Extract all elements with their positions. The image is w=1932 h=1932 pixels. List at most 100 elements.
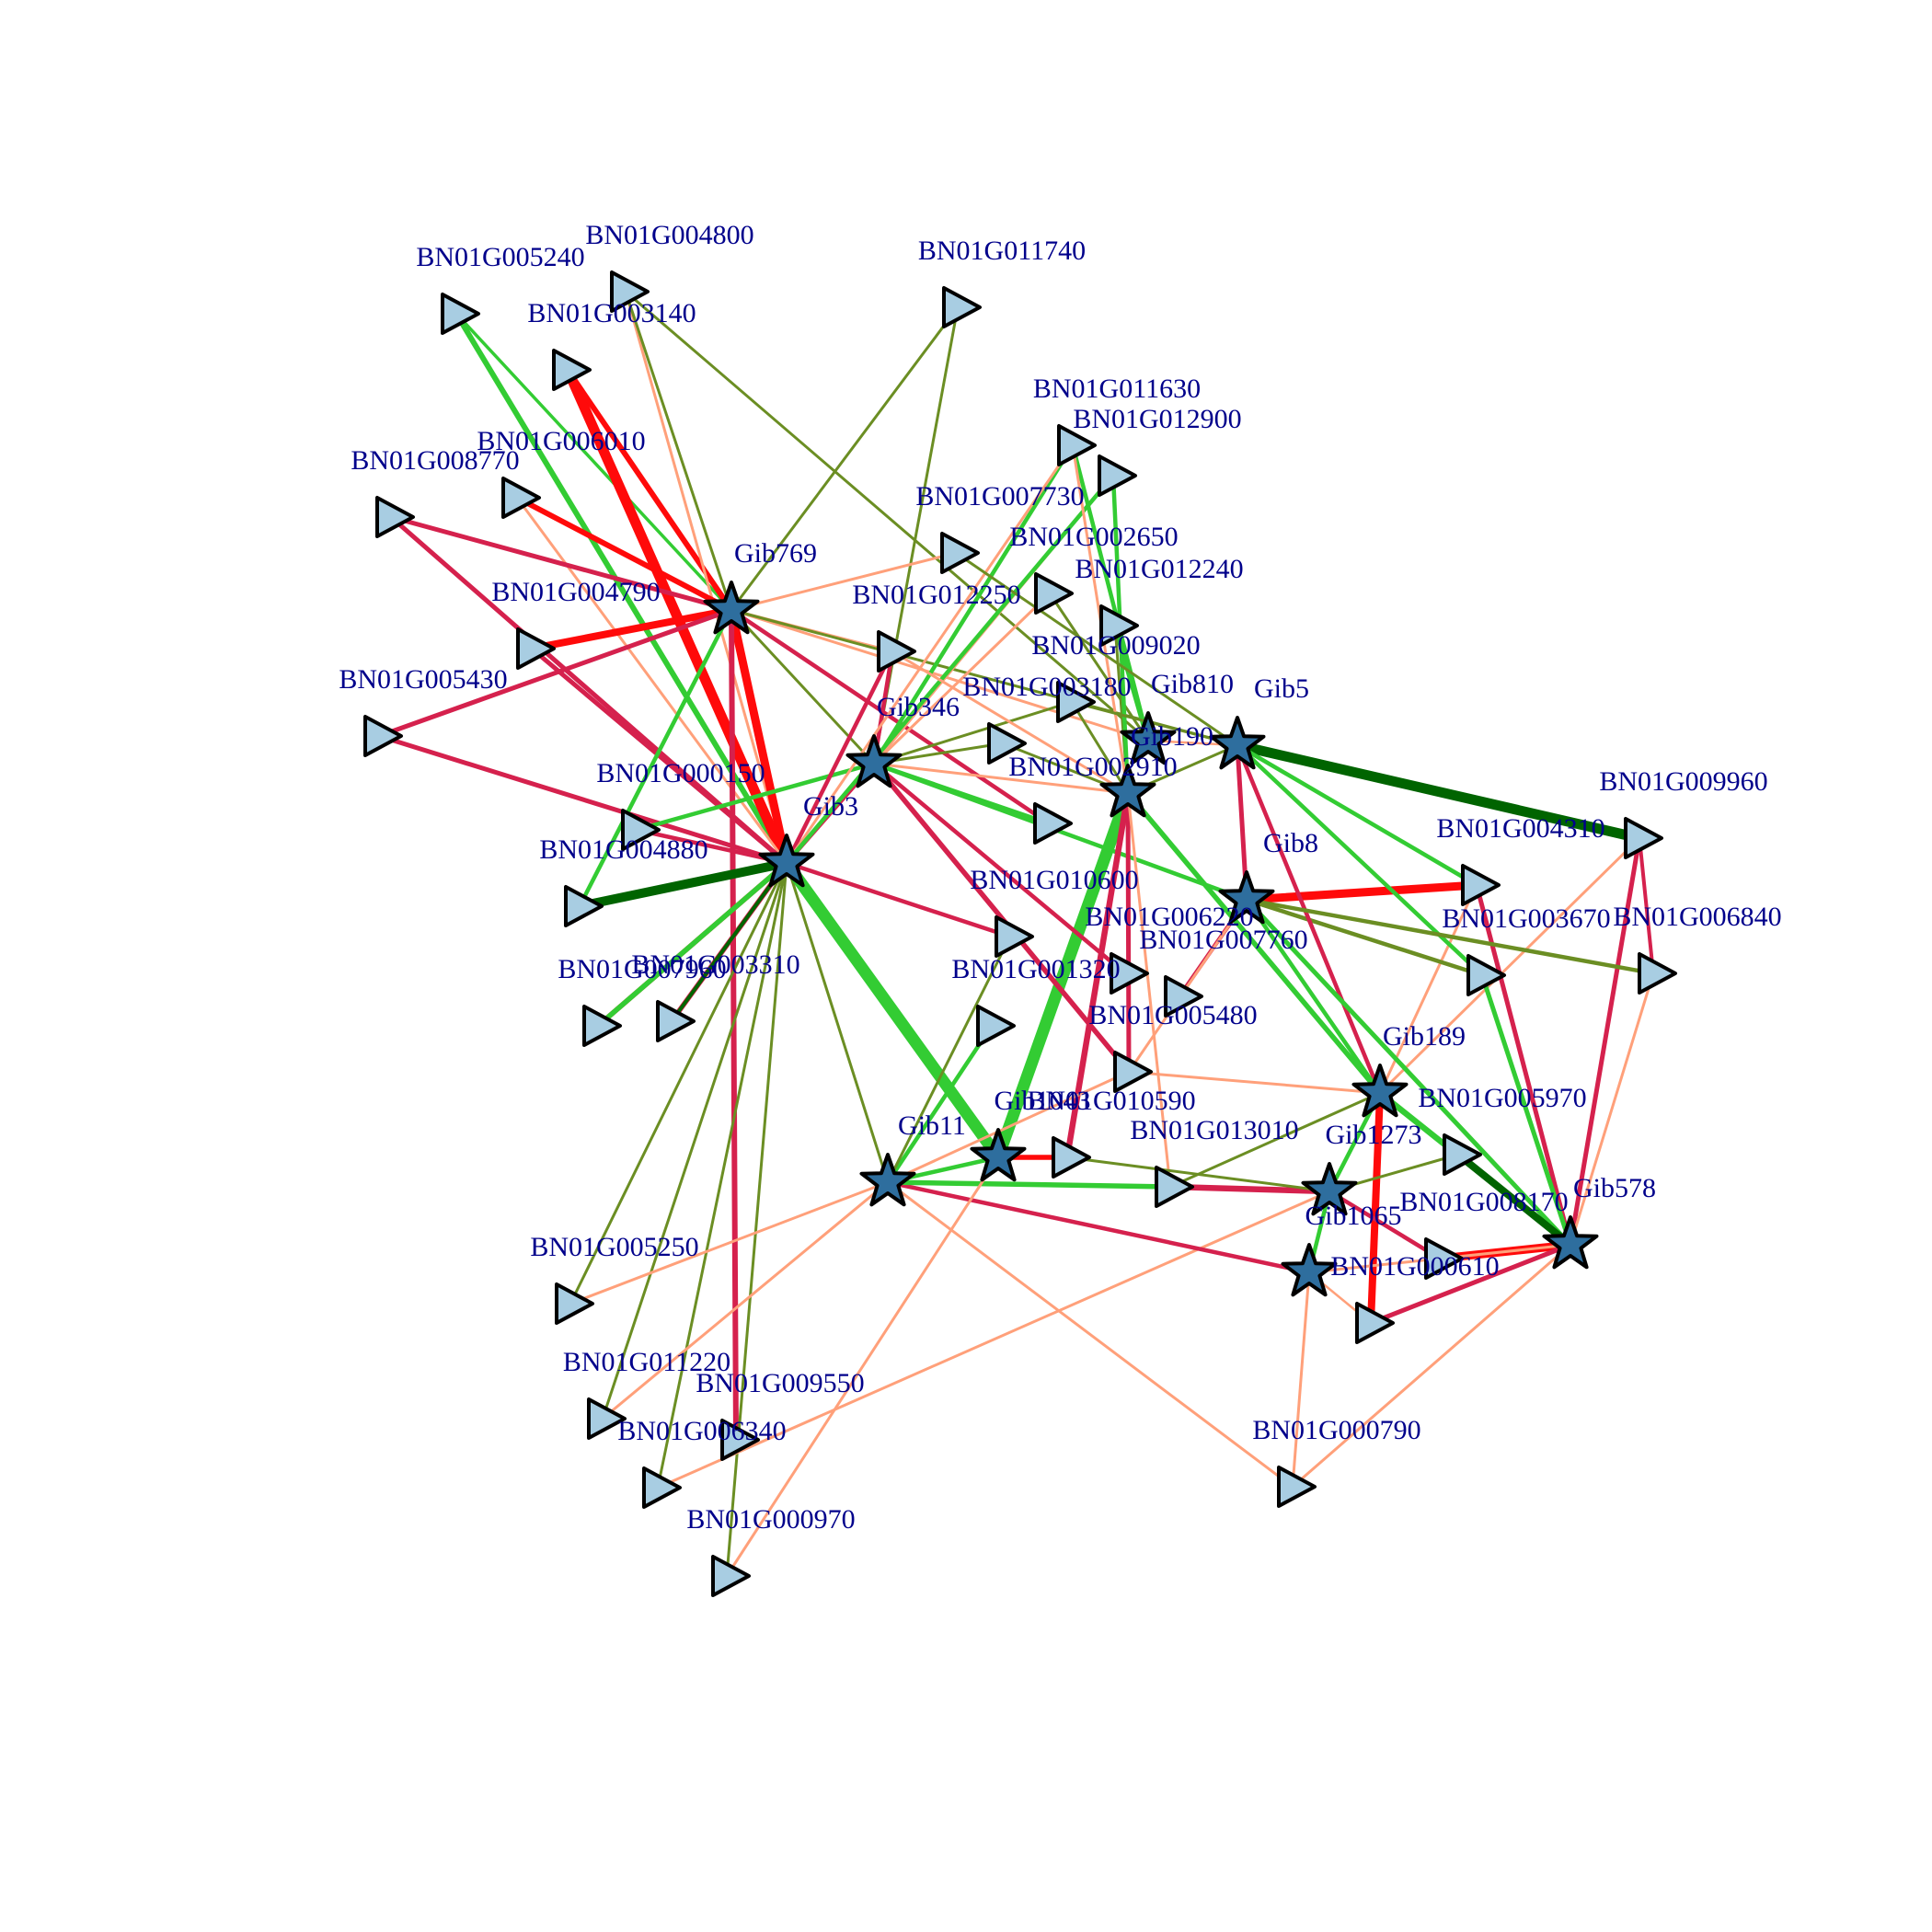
edge-Gib1065-BN01G000790 — [1291, 1271, 1311, 1489]
node-triangle-BN01G005970 — [1443, 1133, 1482, 1176]
edge-BN01G009960-Gib578 — [1568, 835, 1642, 1248]
node-triangle-BN01G005250 — [555, 1282, 594, 1325]
edge-Gib3-BN01G012900 — [784, 473, 1116, 866]
node-triangle-BN01G006220 — [1110, 952, 1149, 995]
edge-Gib769-Gib810 — [730, 608, 1150, 742]
node-star-Gib346 — [845, 734, 903, 788]
node-triangle-BN01G009020 — [1056, 681, 1096, 723]
node-triangle-BN01G004310 — [1461, 864, 1501, 906]
node-label-Gib189: Gib189 — [1383, 1021, 1466, 1052]
node-label-Gib1043: Gib1043 — [995, 1086, 1091, 1116]
node-label-BN01G008170: BN01G008170 — [1399, 1187, 1568, 1217]
node-triangle-BN01G005480 — [1113, 1051, 1153, 1093]
node-label-BN01G012250: BN01G012250 — [852, 580, 1020, 610]
edge-Gib346-BN01G011630 — [871, 443, 1075, 766]
node-triangle-BN01G009550 — [720, 1419, 760, 1461]
edge-Gib3-BN01G010600 — [784, 860, 1013, 939]
edge-Gib810-BN01G011630 — [1070, 443, 1151, 743]
node-label-BN01G006840: BN01G006840 — [1613, 902, 1781, 932]
node-triangle-BN01G002650 — [1034, 572, 1074, 615]
edge-Gib769-BN01G002910 — [729, 607, 1052, 826]
edge-Gib11-BN01G000790 — [886, 1180, 1294, 1489]
node-triangle-BN01G008770 — [375, 496, 415, 538]
node-triangle-BN01G003180 — [987, 722, 1027, 765]
edge-Gib5-BN01G009020 — [1070, 700, 1239, 747]
edge-Gib11-BN01G010600 — [886, 935, 1012, 1184]
edge-Gib3-Gib11 — [785, 861, 890, 1184]
node-label-BN01G004790: BN01G004790 — [491, 577, 660, 607]
edge-Gib346-BN01G002650 — [872, 592, 1052, 765]
node-triangle-BN01G012240 — [1099, 604, 1139, 647]
node-label-BN01G013010: BN01G013010 — [1130, 1115, 1298, 1145]
edge-Gib1273-BN01G006340 — [656, 1190, 1331, 1489]
node-label-Gib1273: Gib1273 — [1326, 1120, 1422, 1150]
edge-Gib190-BN01G013010 — [1126, 791, 1172, 1189]
node-label-BN01G001320: BN01G001320 — [951, 954, 1120, 984]
node-triangle-BN01G004880 — [564, 885, 604, 927]
edge-Gib11-BN01G011220 — [601, 1180, 890, 1420]
node-label-BN01G011740: BN01G011740 — [918, 236, 1086, 266]
edge-Gib190-Gib1043 — [992, 787, 1134, 1164]
node-label-BN01G005240: BN01G005240 — [416, 242, 584, 272]
edge-Gib3-BN01G012250 — [784, 649, 895, 866]
node-star-Gib1065 — [1281, 1243, 1338, 1297]
node-label-BN01G007760: BN01G007760 — [1139, 925, 1307, 955]
edge-BN01G004880-Gib3 — [575, 858, 791, 911]
edge-BN01G007960-Gib3 — [595, 860, 789, 1029]
node-label-BN01G011220: BN01G011220 — [563, 1347, 730, 1377]
edge-Gib11-Gib1065 — [885, 1179, 1312, 1275]
edge-Gib189-BN01G000610 — [1367, 1089, 1384, 1327]
node-star-Gib769 — [703, 581, 760, 635]
node-label-BN01G006340: BN01G006340 — [617, 1416, 786, 1446]
node-star-Gib578 — [1542, 1215, 1599, 1270]
node-label-BN01G000150: BN01G000150 — [596, 758, 765, 788]
edge-Gib346-Gib8 — [871, 761, 1249, 903]
node-triangle-BN01G012250 — [877, 630, 916, 673]
edge-BN01G004880-Gib769 — [577, 607, 734, 909]
edge-Gib5-Gib189 — [1235, 742, 1383, 1096]
edge-Gib189-BN01G005480 — [1127, 1070, 1382, 1095]
node-star-Gib8 — [1218, 870, 1275, 925]
node-triangle-BN01G010590 — [1052, 1136, 1091, 1179]
node-triangle-BN01G003670 — [1466, 954, 1506, 996]
edge-Gib346-Gib190 — [872, 762, 1130, 795]
node-label-Gib346: Gib346 — [877, 692, 960, 722]
node-label-BN01G003670: BN01G003670 — [1442, 903, 1610, 934]
node-star-Gib3 — [758, 834, 815, 888]
node-label-BN01G005250: BN01G005250 — [530, 1232, 698, 1262]
node-triangle-BN01G001320 — [976, 1005, 1016, 1047]
edge-BN01G003310-Gib3 — [670, 861, 788, 1023]
node-label-BN01G000790: BN01G000790 — [1252, 1415, 1420, 1445]
edge-BN01G009960-Gib189 — [1378, 836, 1641, 1095]
node-triangle-BN01G006010 — [501, 477, 541, 519]
edge-Gib578-BN01G003670 — [1479, 972, 1573, 1248]
edge-Gib11-BN01G005480 — [886, 1070, 1131, 1184]
edge-BN01G005240-Gib769 — [454, 312, 733, 612]
node-label-Gib3: Gib3 — [803, 791, 858, 822]
edge-Gib3-Gib1043 — [780, 857, 1005, 1164]
node-label-Gib578: Gib578 — [1573, 1173, 1656, 1203]
edge-BN01G011740-Gib769 — [730, 305, 960, 612]
node-label-BN01G005480: BN01G005480 — [1088, 1000, 1257, 1030]
node-triangle-BN01G003310 — [656, 1000, 696, 1042]
edge-Gib769-BN01G007730 — [730, 551, 958, 612]
node-triangle-BN01G008170 — [1424, 1237, 1464, 1280]
edge-Gib8-BN01G004310 — [1242, 880, 1481, 904]
node-triangle-BN01G009960 — [1624, 817, 1663, 859]
node-triangle-BN01G003140 — [552, 349, 592, 391]
node-triangle-BN01G007730 — [940, 532, 980, 574]
node-triangle-BN01G011220 — [587, 1397, 627, 1440]
node-star-Gib11 — [859, 1153, 916, 1207]
node-label-BN01G002910: BN01G002910 — [1008, 752, 1177, 782]
edge-BN01G004800-Gib769 — [624, 290, 733, 612]
node-label-BN01G003140: BN01G003140 — [527, 298, 696, 328]
node-label-BN01G008770: BN01G008770 — [351, 445, 519, 476]
node-star-Gib190 — [1099, 764, 1156, 818]
node-triangle-BN01G005240 — [441, 293, 480, 335]
node-label-Gib8: Gib8 — [1263, 828, 1318, 858]
edge-BN01G004790-Gib769 — [528, 606, 735, 652]
node-triangle-BN01G000790 — [1277, 1466, 1317, 1508]
edge-BN01G004800-Gib3 — [624, 290, 788, 865]
node-star-Gib1273 — [1301, 1162, 1358, 1216]
node-triangle-BN01G002910 — [1033, 802, 1073, 845]
